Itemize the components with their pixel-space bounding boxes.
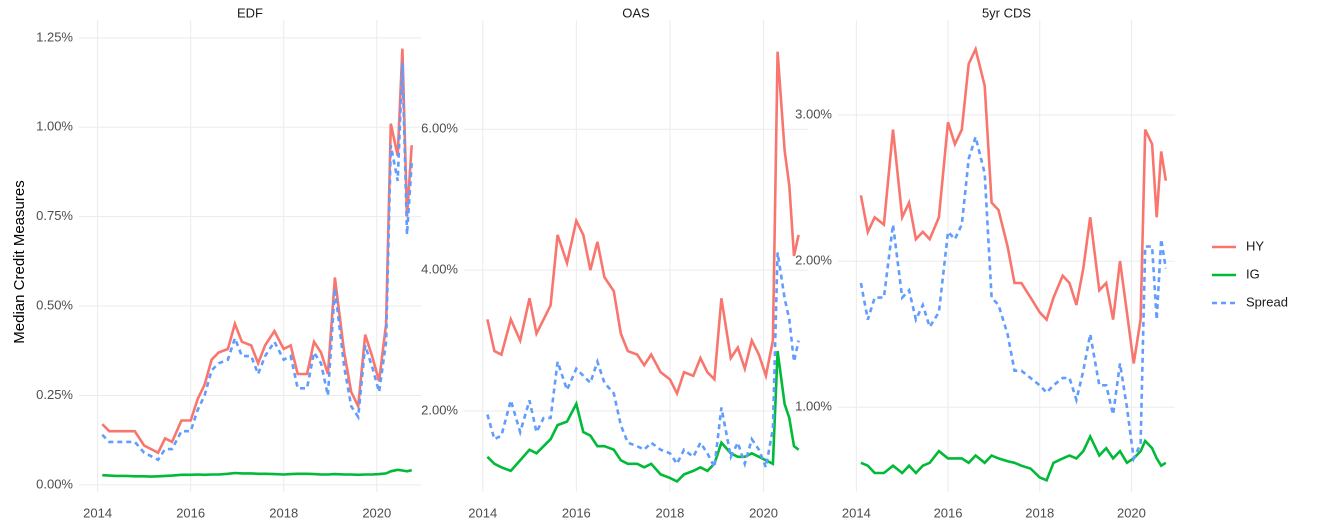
series-line — [859, 132, 1168, 463]
x-tick-label: 2020 — [362, 505, 391, 520]
series-line — [859, 45, 1168, 364]
series-line — [101, 48, 413, 455]
y-tick-label: 2.00% — [795, 253, 832, 268]
x-tick-label: 2020 — [749, 505, 778, 520]
y-tick-label: 1.00% — [36, 119, 73, 134]
y-tick-label: 0.25% — [36, 387, 73, 402]
legend-label: HY — [1246, 238, 1264, 253]
y-tick-label: 0.75% — [36, 208, 73, 223]
panel-title: EDF — [237, 5, 263, 20]
panel-title: OAS — [622, 5, 650, 20]
y-axis-label: Median Credit Measures — [11, 180, 28, 343]
x-tick-label: 2016 — [934, 505, 963, 520]
legend-label: Spread — [1246, 294, 1288, 309]
y-tick-label: 0.00% — [36, 476, 73, 491]
legend-label: IG — [1246, 266, 1260, 281]
y-tick-label: 1.00% — [795, 399, 832, 414]
series-line — [101, 62, 413, 462]
x-tick-label: 2018 — [1025, 505, 1054, 520]
y-tick-label: 4.00% — [421, 262, 458, 277]
panel-title: 5yr CDS — [982, 5, 1031, 20]
series-line — [860, 433, 1167, 483]
y-tick-label: 0.50% — [36, 297, 73, 312]
x-tick-label: 2016 — [176, 505, 205, 520]
y-tick-label: 3.00% — [795, 106, 832, 121]
x-tick-label: 2018 — [269, 505, 298, 520]
x-tick-label: 2018 — [655, 505, 684, 520]
x-tick-label: 2016 — [562, 505, 591, 520]
series-line — [486, 252, 800, 473]
y-tick-label: 2.00% — [421, 402, 458, 417]
x-tick-label: 2014 — [83, 505, 112, 520]
series-line — [486, 350, 800, 483]
series-line — [486, 51, 800, 397]
series-line — [102, 468, 412, 478]
x-tick-label: 2014 — [842, 505, 871, 520]
x-tick-label: 2014 — [468, 505, 497, 520]
y-tick-label: 1.25% — [36, 29, 73, 44]
x-tick-label: 2020 — [1117, 505, 1146, 520]
y-tick-label: 6.00% — [421, 121, 458, 136]
